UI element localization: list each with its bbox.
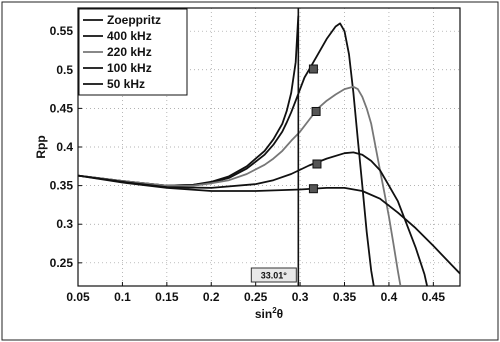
x-tick-label: 0.45 bbox=[422, 290, 446, 304]
series-line-220-khz bbox=[78, 85, 402, 286]
x-tick-label: 0.2 bbox=[203, 290, 220, 304]
x-tick-label: 0.1 bbox=[114, 290, 131, 304]
x-tick-label: 0.15 bbox=[155, 290, 179, 304]
y-tick-label: 0.4 bbox=[56, 140, 73, 154]
legend-label: 400 kHz bbox=[107, 29, 152, 43]
legend-label: 220 kHz bbox=[107, 45, 152, 59]
x-tick-label: 0.3 bbox=[292, 290, 309, 304]
legend-label: 50 kHz bbox=[107, 77, 145, 91]
y-axis-label: Rpp bbox=[34, 135, 48, 158]
critical-angle-label: 33.01° bbox=[261, 271, 288, 281]
y-tick-label: 0.35 bbox=[50, 179, 74, 193]
data-marker bbox=[312, 159, 322, 169]
y-tick-label: 0.5 bbox=[56, 63, 73, 77]
series-line-100-khz bbox=[78, 151, 428, 286]
data-markers bbox=[308, 64, 322, 194]
critical-angle-box bbox=[250, 267, 297, 283]
y-tick-label: 0.25 bbox=[50, 256, 74, 270]
y-tick-label: 0.45 bbox=[50, 101, 74, 115]
axis-ticks: 0.05 0.1 0.15 0.2 0.25 0.3 0.35 0.4 0.45 0.25 0.3 0… bbox=[50, 24, 446, 304]
x-tick-label: 0.25 bbox=[244, 290, 268, 304]
x-tick-label: 0.4 bbox=[381, 290, 398, 304]
series-line-400-khz bbox=[78, 22, 375, 286]
x-axis-label: sin2θ bbox=[255, 306, 283, 321]
legend-label: 100 kHz bbox=[107, 61, 152, 75]
series-line-50-khz bbox=[78, 174, 460, 275]
x-tick-label: 0.05 bbox=[66, 290, 90, 304]
critical-angle: 33.01° bbox=[250, 8, 300, 286]
y-tick-label: 0.3 bbox=[56, 217, 73, 231]
legend-label: Zoeppritz bbox=[107, 13, 161, 27]
data-marker bbox=[308, 64, 318, 74]
x-tick-label: 0.35 bbox=[333, 290, 357, 304]
data-marker bbox=[311, 106, 321, 116]
legend: Zoeppritz 400 kHz 220 kHz 100 kHz 50 kHz bbox=[78, 8, 188, 96]
y-tick-label: 0.55 bbox=[50, 24, 74, 38]
series-lines bbox=[78, 15, 460, 286]
data-marker bbox=[308, 184, 318, 194]
